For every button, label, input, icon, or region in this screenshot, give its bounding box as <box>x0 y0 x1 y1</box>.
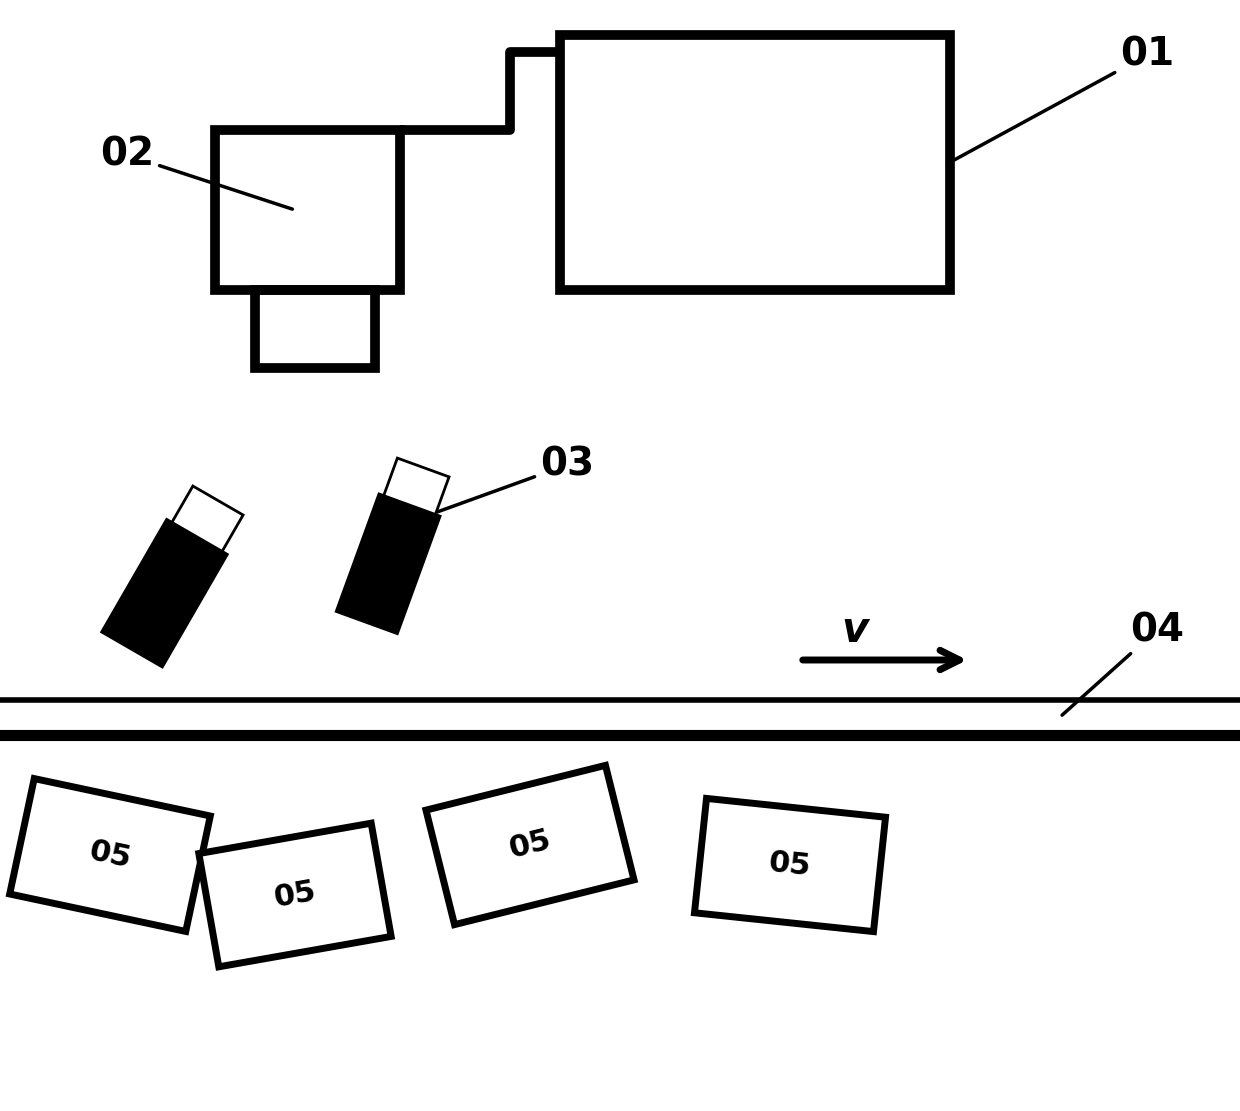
Polygon shape <box>102 520 227 667</box>
Polygon shape <box>10 779 211 931</box>
Text: 02: 02 <box>100 136 293 209</box>
Text: 01: 01 <box>947 36 1174 163</box>
Text: 05: 05 <box>506 825 554 864</box>
Polygon shape <box>198 823 391 967</box>
Polygon shape <box>427 765 634 924</box>
Text: 04: 04 <box>1063 611 1184 715</box>
Polygon shape <box>172 486 243 551</box>
Text: 05: 05 <box>768 849 812 882</box>
Bar <box>215 130 401 290</box>
Polygon shape <box>336 494 440 633</box>
Text: 03: 03 <box>418 446 594 519</box>
Text: v: v <box>842 609 868 651</box>
Polygon shape <box>383 458 449 514</box>
Polygon shape <box>694 799 885 932</box>
Text: 05: 05 <box>272 877 319 913</box>
Bar <box>255 290 374 368</box>
Text: 05: 05 <box>87 837 134 873</box>
Bar <box>560 36 950 290</box>
